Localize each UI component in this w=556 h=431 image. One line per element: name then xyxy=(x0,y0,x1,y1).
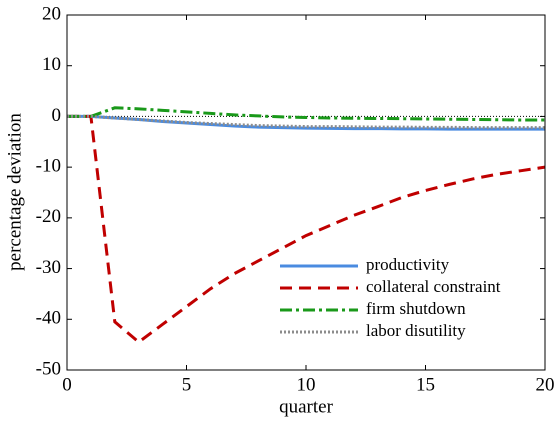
x-tick-label: 10 xyxy=(297,374,316,395)
legend-label: collateral constraint xyxy=(366,277,501,296)
line-series xyxy=(67,114,545,131)
y-tick-label: -30 xyxy=(36,257,61,278)
legend-label: productivity xyxy=(366,255,450,274)
x-axis-label: quarter xyxy=(279,396,333,417)
y-tick-label: 20 xyxy=(42,3,61,24)
x-tick-label: 20 xyxy=(536,374,555,395)
x-tick-label: 5 xyxy=(182,374,192,395)
y-tick-label: 10 xyxy=(42,54,61,75)
y-axis-label: percentage deviation xyxy=(4,113,25,271)
y-tick-label: -40 xyxy=(36,308,61,329)
line-series xyxy=(67,114,546,345)
y-tick-label: -10 xyxy=(36,156,61,177)
legend-label: firm shutdown xyxy=(366,299,466,318)
y-tick-label: -50 xyxy=(36,358,61,379)
plot-area xyxy=(67,15,545,370)
y-tick-label: 0 xyxy=(52,105,62,126)
legend-label: labor disutility xyxy=(366,321,466,340)
axes-frame xyxy=(66,14,546,371)
x-tick-label: 0 xyxy=(62,374,72,395)
y-tick-label: -20 xyxy=(36,206,61,227)
x-tick-label: 15 xyxy=(416,374,435,395)
line-series xyxy=(67,106,545,122)
